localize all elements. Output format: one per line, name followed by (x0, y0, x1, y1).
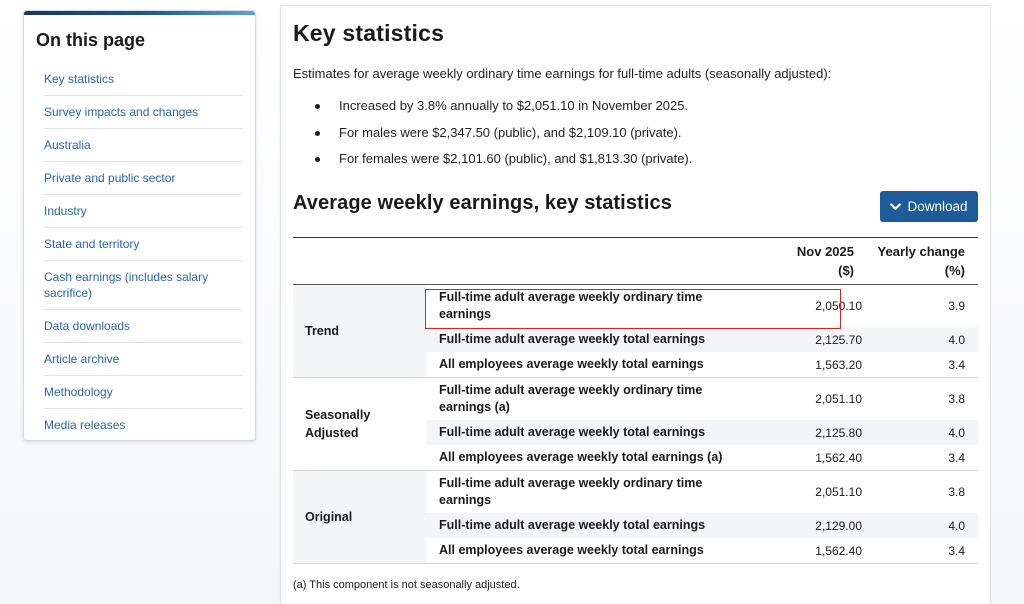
sidebar-item-private-public[interactable]: Private and public sector (44, 162, 242, 195)
row-description: Full-time adult average weekly total ear… (426, 327, 756, 352)
sidebar-item-methodology[interactable]: Methodology (44, 376, 242, 409)
row-change: 4.0 (867, 327, 978, 352)
download-label: Download (907, 199, 968, 214)
row-value: 1,562.40 (756, 445, 867, 471)
download-button[interactable]: Download (880, 191, 978, 222)
key-stats-bullets: Increased by 3.8% annually to $2,051.10 … (311, 98, 692, 178)
sidebar-item-survey-impacts[interactable]: Survey impacts and changes (44, 96, 242, 129)
sidebar-item-australia[interactable]: Australia (44, 129, 242, 162)
table-footnote: (a) This component is not seasonally adj… (293, 579, 520, 591)
sidebar-title: On this page (36, 30, 146, 50)
group-label-trend: Trend (293, 284, 426, 378)
row-value: 2,129.00 (756, 513, 867, 538)
table-row: Full-time adult average weekly total ear… (293, 513, 978, 538)
row-change: 3.8 (948, 392, 965, 406)
header-nov-2025: Nov 2025 ($) (756, 237, 867, 285)
sidebar-item-state-territory[interactable]: State and territory (44, 228, 242, 261)
header-label: Nov 2025 (796, 244, 854, 259)
row-value: 2,125.80 (756, 420, 867, 445)
row-description: All employees average weekly total earni… (426, 352, 756, 378)
sidebar-item-cash-earnings[interactable]: Cash earnings (includes salary sacrifice… (44, 261, 242, 310)
sidebar-item-data-downloads[interactable]: Data downloads (44, 310, 242, 343)
table-row: All employees average weekly total earni… (293, 538, 978, 564)
table-row: All employees average weekly total earni… (293, 445, 978, 471)
table-row: Trend Full-time adult average weekly ord… (293, 284, 978, 378)
bullet-item: For males were $2,347.50 (public), and $… (311, 125, 692, 141)
row-description: Full-time adult average weekly ordinary … (439, 476, 703, 507)
row-description: Full-time adult average weekly ordinary … (439, 290, 703, 321)
sidebar-nav-list: Key statistics Survey impacts and change… (44, 63, 242, 440)
row-change: 3.8 (948, 485, 965, 499)
row-description: All employees average weekly total earni… (426, 445, 756, 471)
key-statistics-table: Nov 2025 ($) Yearly change (%) Trend Ful… (293, 237, 978, 564)
on-this-page-sidebar: On this page Key statistics Survey impac… (23, 10, 256, 441)
sidebar-item-article-archive[interactable]: Article archive (44, 343, 242, 376)
intro-text: Estimates for average weekly ordinary ti… (293, 66, 832, 81)
table-row: Full-time adult average weekly total ear… (293, 327, 978, 352)
row-change: 3.4 (867, 445, 978, 471)
row-description: Full-time adult average weekly ordinary … (439, 383, 703, 414)
table-row: Full-time adult average weekly total ear… (293, 420, 978, 445)
bullet-item: Increased by 3.8% annually to $2,051.10 … (311, 98, 692, 114)
page-title: Key statistics (293, 20, 445, 46)
header-unit: ($) (838, 263, 854, 278)
row-value: 2,125.70 (756, 327, 867, 352)
row-value: 1,562.40 (756, 538, 867, 564)
header-label: Yearly change (877, 244, 965, 259)
sidebar-item-industry[interactable]: Industry (44, 195, 242, 228)
row-change: 3.4 (867, 538, 978, 564)
row-change: 4.0 (867, 513, 978, 538)
sidebar-item-media-releases[interactable]: Media releases (44, 418, 126, 432)
row-change: 4.0 (867, 420, 978, 445)
row-description: All employees average weekly total earni… (426, 538, 756, 564)
header-unit: (%) (944, 263, 965, 278)
row-description: Full-time adult average weekly total ear… (426, 513, 756, 538)
row-change: 3.9 (948, 299, 965, 313)
row-value: 2,051.10 (815, 392, 862, 406)
table-row: Seasonally Adjusted Full-time adult aver… (293, 377, 978, 471)
header-blank (293, 237, 426, 285)
table-row: All employees average weekly total earni… (293, 352, 978, 378)
group-label-seasonally-adjusted: Seasonally Adjusted (293, 377, 426, 471)
table-section-title: Average weekly earnings, key statistics (293, 192, 672, 214)
sidebar-item-key-statistics[interactable]: Key statistics (44, 63, 242, 96)
header-blank (426, 237, 756, 285)
header-yearly-change: Yearly change (%) (867, 237, 978, 285)
row-value: 2,050.10 (815, 299, 862, 313)
row-description: Full-time adult average weekly total ear… (426, 420, 756, 445)
chevron-down-icon (890, 202, 902, 210)
sidebar-accent-bar (24, 11, 255, 15)
main-content: Key statistics Estimates for average wee… (280, 5, 991, 604)
row-value: 2,051.10 (815, 485, 862, 499)
row-value: 1,563.20 (756, 352, 867, 378)
row-change: 3.4 (867, 352, 978, 378)
group-label-original: Original (293, 470, 426, 564)
bullet-item: For females were $2,101.60 (public), and… (311, 151, 692, 167)
table-row: Original Full-time adult average weekly … (293, 470, 978, 564)
